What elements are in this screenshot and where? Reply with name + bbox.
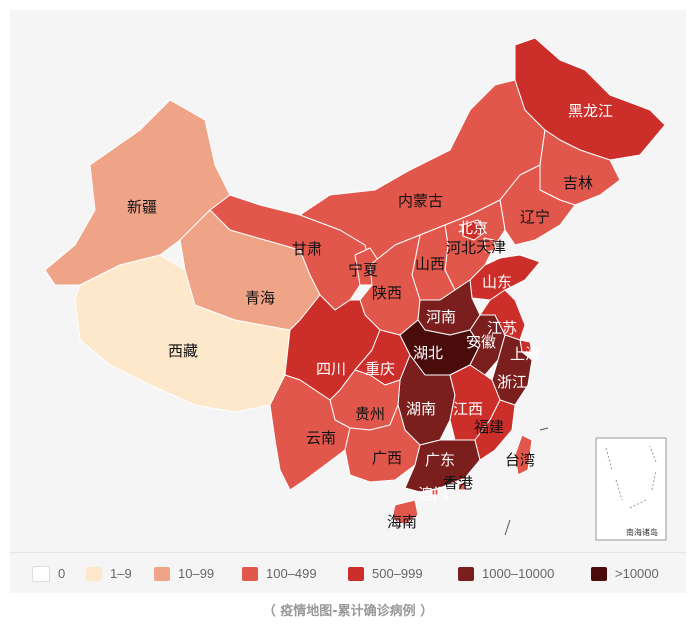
legend-swatch-1000-10000 bbox=[458, 566, 474, 581]
province-shandong[interactable] bbox=[469, 254, 541, 301]
province-tianjin[interactable] bbox=[483, 237, 497, 253]
province-aomen[interactable] bbox=[431, 488, 439, 496]
label-aomen: 澳门 bbox=[418, 485, 448, 503]
province-liaoning[interactable] bbox=[499, 164, 576, 246]
province-hainan[interactable] bbox=[391, 499, 419, 526]
label-hunan: 湖南 bbox=[406, 400, 436, 418]
inset-label: 南海诸岛 bbox=[626, 527, 658, 537]
label-fujian: 福建 bbox=[474, 418, 504, 436]
label-sichuan: 四川 bbox=[316, 360, 346, 378]
label-xinjiang: 新疆 bbox=[127, 198, 157, 216]
label-xianggang: 香港 bbox=[443, 474, 473, 492]
province-beijing[interactable] bbox=[461, 219, 486, 241]
legend-label-over-10000: >10000 bbox=[615, 566, 659, 581]
province-guangxi[interactable] bbox=[344, 404, 421, 483]
south-china-sea-inset bbox=[595, 437, 667, 541]
label-guizhou: 贵州 bbox=[355, 405, 385, 423]
legend-swatch-0 bbox=[32, 565, 50, 582]
map-caption: （ 疫情地图-累计确诊病例 ） bbox=[262, 604, 434, 619]
label-tianjin: 天津 bbox=[476, 238, 506, 256]
legend-label-1000-10000: 1000–10000 bbox=[482, 566, 555, 581]
label-shaanxi: 陕西 bbox=[372, 284, 402, 302]
label-liaoning: 辽宁 bbox=[520, 208, 550, 226]
label-taiwan: 台湾 bbox=[505, 451, 535, 469]
label-hubei: 湖北 bbox=[413, 344, 443, 362]
legend-item-10-99[interactable]: 10–99 bbox=[154, 564, 214, 584]
label-chongqing: 重庆 bbox=[365, 360, 395, 378]
label-yunnan: 云南 bbox=[306, 429, 336, 447]
legend: 0 1–9 10–99 100–499 500–999 1000–10000 >… bbox=[10, 552, 686, 594]
label-anhui: 安徽 bbox=[466, 333, 496, 351]
legend-item-over-10000[interactable]: >10000 bbox=[591, 564, 659, 584]
label-shanxi: 山西 bbox=[415, 255, 445, 273]
legend-swatch-500-999 bbox=[348, 566, 364, 581]
label-jiangxi: 江西 bbox=[453, 400, 483, 418]
legend-label-0: 0 bbox=[58, 566, 66, 581]
province-taiwan[interactable] bbox=[514, 434, 533, 476]
legend-item-100-499[interactable]: 100–499 bbox=[242, 564, 317, 584]
label-xizang: 西藏 bbox=[168, 342, 198, 360]
label-guangdong: 广东 bbox=[425, 451, 455, 469]
legend-swatch-100-499 bbox=[242, 566, 258, 581]
legend-label-1-9: 1–9 bbox=[110, 566, 132, 581]
label-jiangsu: 江苏 bbox=[487, 319, 517, 337]
legend-item-1-9[interactable]: 1–9 bbox=[86, 564, 132, 584]
label-hebei: 河北 bbox=[446, 239, 476, 257]
label-ningxia: 宁夏 bbox=[348, 261, 378, 279]
label-henan: 河南 bbox=[426, 308, 456, 326]
label-guangxi: 广西 bbox=[372, 449, 402, 467]
legend-swatch-1-9 bbox=[86, 566, 102, 581]
legend-swatch-over-10000 bbox=[591, 566, 607, 581]
label-heilongjiang: 黑龙江 bbox=[568, 102, 613, 120]
legend-item-1000-10000[interactable]: 1000–10000 bbox=[458, 564, 554, 584]
province-fujian[interactable] bbox=[474, 399, 516, 461]
label-jilin: 吉林 bbox=[563, 174, 593, 192]
label-neimenggu: 内蒙古 bbox=[398, 192, 443, 210]
label-hainan: 海南 bbox=[387, 513, 417, 531]
legend-item-500-999[interactable]: 500–999 bbox=[348, 564, 423, 584]
legend-item-0[interactable]: 0 bbox=[32, 564, 65, 584]
province-labels: 新疆 西藏 青海 甘肃 内蒙古 黑龙江 吉林 辽宁 北京 天津 河北 宁夏 山西… bbox=[127, 102, 613, 531]
province-heilongjiang[interactable] bbox=[514, 37, 666, 161]
legend-label-100-499: 100–499 bbox=[266, 566, 317, 581]
inset-dashline bbox=[605, 445, 657, 509]
label-beijing: 北京 bbox=[458, 219, 488, 237]
province-xianggang[interactable] bbox=[457, 481, 468, 491]
boundary-dash bbox=[504, 427, 549, 536]
label-zhejiang: 浙江 bbox=[497, 373, 527, 391]
label-gansu: 甘肃 bbox=[292, 240, 322, 258]
legend-label-500-999: 500–999 bbox=[372, 566, 423, 581]
label-shanghai: 上海 bbox=[510, 345, 540, 363]
legend-swatch-10-99 bbox=[154, 566, 170, 581]
label-qinghai: 青海 bbox=[245, 289, 275, 307]
legend-label-10-99: 10–99 bbox=[178, 566, 215, 581]
label-shandong: 山东 bbox=[482, 273, 512, 291]
province-gansu[interactable] bbox=[209, 194, 371, 311]
province-jiangsu[interactable] bbox=[479, 289, 526, 341]
